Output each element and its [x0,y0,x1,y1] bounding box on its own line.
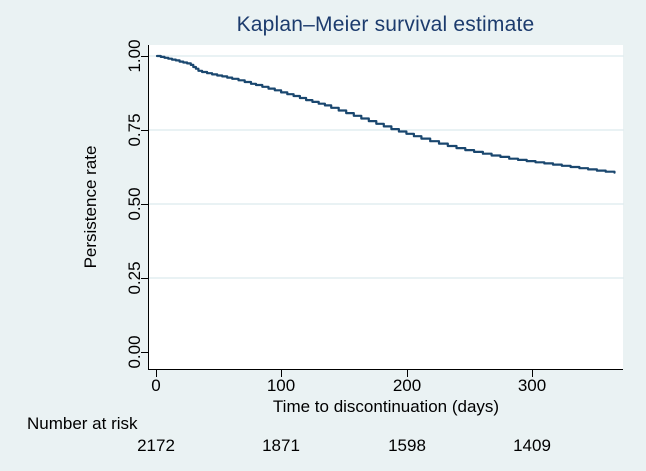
x-tick-mark [407,370,408,377]
number-at-risk-label: Number at risk [27,414,138,433]
x-tick-mark [156,370,157,377]
y-tick-mark [141,56,148,57]
y-tick-mark [141,278,148,279]
number-at-risk-value: 2172 [137,436,175,455]
y-tick-label: 1.00 [125,39,144,73]
number-at-risk-value: 1409 [513,436,551,455]
km-curve-svg [149,54,624,279]
y-tick-label: 0.75 [125,113,144,147]
plot-area [148,45,624,370]
x-tick-label: 200 [392,376,422,395]
chart-title: Kaplan–Meier survival estimate [236,13,535,36]
x-tick-mark [281,370,282,377]
x-tick-mark [532,370,533,377]
x-axis-title: Time to discontinuation (days) [272,397,500,416]
y-tick-label: 0.00 [125,335,144,369]
number-at-risk-value: 1598 [388,436,426,455]
number-at-risk-value: 1871 [262,436,300,455]
y-tick-mark [141,130,148,131]
y-tick-label: 0.50 [125,187,144,221]
x-tick-label: 100 [266,376,296,395]
y-tick-mark [141,204,148,205]
x-tick-label: 300 [517,376,547,395]
y-axis-title: Persistence rate [81,145,100,269]
km-survival-curve [155,54,616,174]
y-tick-label: 0.25 [125,261,144,295]
y-tick-mark [141,352,148,353]
x-tick-label: 0 [151,376,161,395]
